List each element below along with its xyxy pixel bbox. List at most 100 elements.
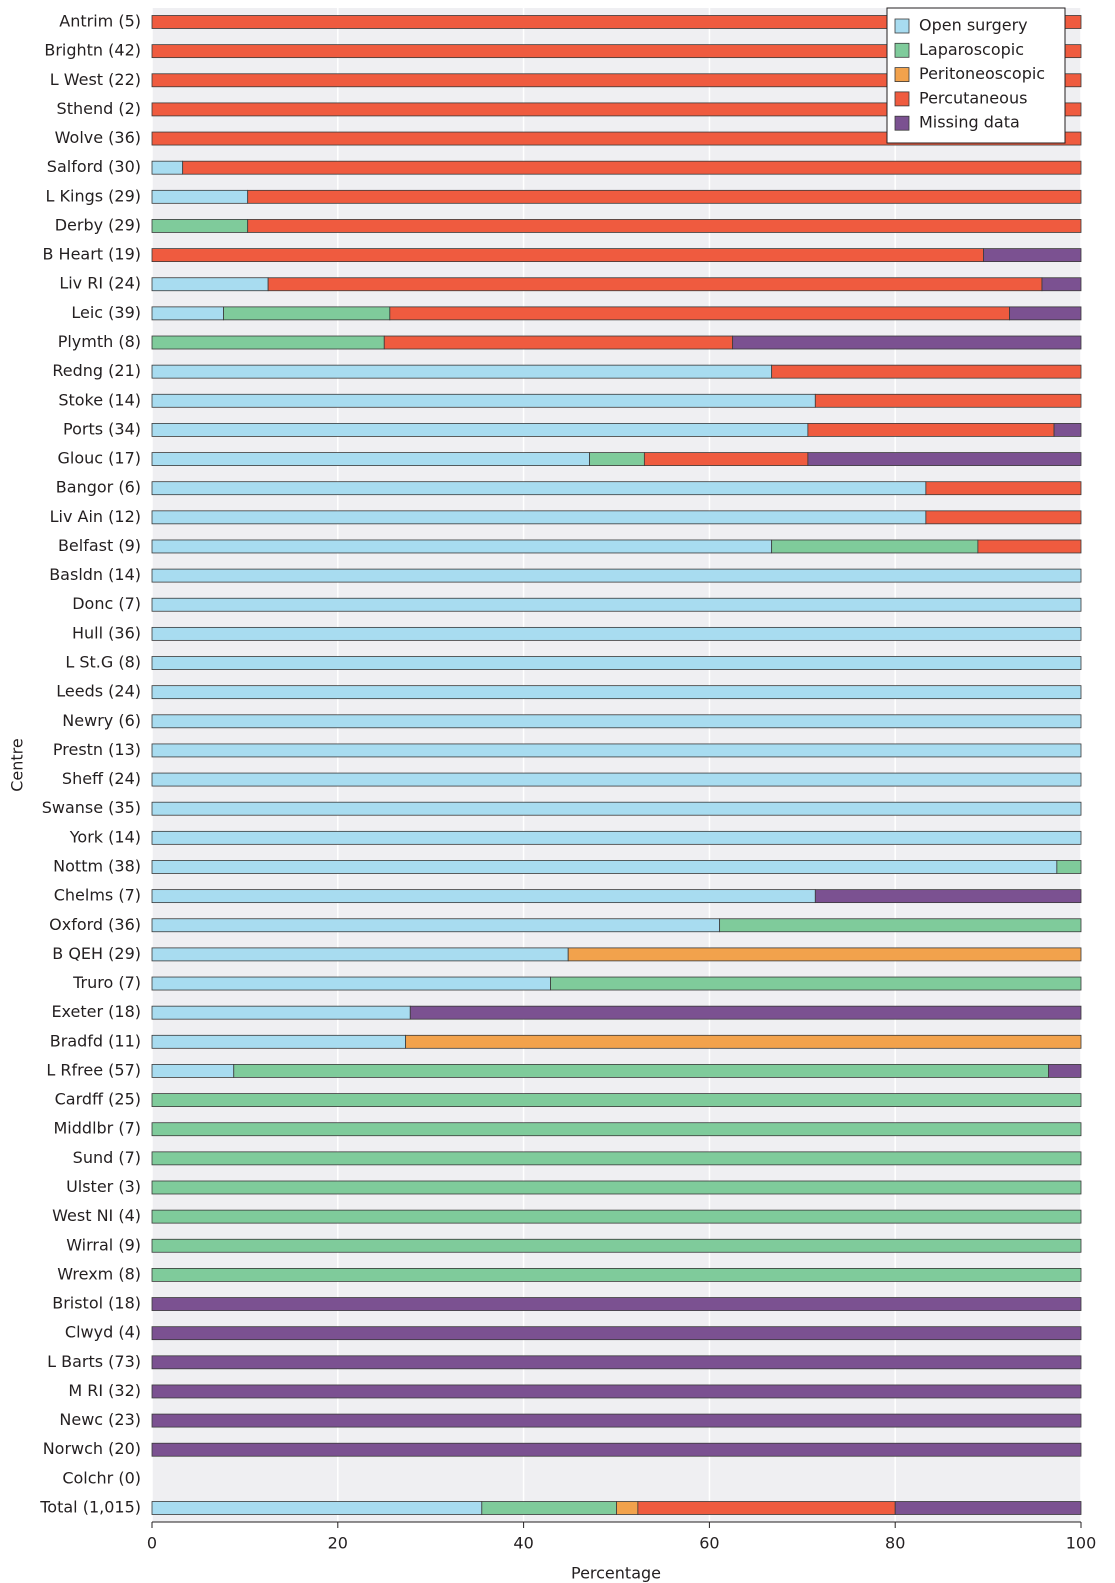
bar-segment bbox=[151, 1034, 407, 1049]
bar-segment bbox=[151, 160, 184, 175]
legend-label: Peritoneoscopic bbox=[919, 64, 1045, 83]
bar-segment bbox=[894, 1501, 1082, 1515]
bar-segment bbox=[616, 1501, 639, 1515]
y-tick-label: Sthend (2) bbox=[57, 99, 141, 118]
x-axis-label: Percentage bbox=[571, 1564, 661, 1583]
y-tick-label: Antrim (5) bbox=[59, 12, 141, 31]
legend-swatch bbox=[894, 115, 910, 131]
bar-segment bbox=[1041, 277, 1082, 292]
bar-segment bbox=[389, 306, 1010, 321]
bar-segment bbox=[1053, 423, 1082, 437]
bar-segment bbox=[719, 918, 1082, 933]
y-tick-label: Belfast (9) bbox=[58, 536, 141, 555]
bar-segment bbox=[151, 889, 816, 904]
y-tick-label: Newc (23) bbox=[59, 1410, 141, 1429]
y-tick-label: Stoke (14) bbox=[58, 390, 141, 409]
bar-segment bbox=[151, 801, 1082, 816]
legend-label: Open surgery bbox=[919, 16, 1028, 35]
bar-segment bbox=[223, 306, 391, 321]
y-tick-label: Wrexm (8) bbox=[57, 1264, 141, 1283]
y-tick-label: Nottm (38) bbox=[53, 856, 141, 875]
bar-segment bbox=[151, 947, 569, 962]
bar-segment bbox=[151, 976, 551, 991]
plot-background bbox=[152, 8, 1081, 1522]
bar-segment bbox=[151, 714, 1082, 729]
y-tick-label: Brightn (42) bbox=[44, 41, 141, 60]
bar-segment bbox=[807, 452, 1082, 466]
bar-segment bbox=[807, 423, 1055, 437]
bar-segment bbox=[151, 1326, 1082, 1341]
y-tick-label: Bangor (6) bbox=[56, 478, 141, 497]
y-tick-label: L Barts (73) bbox=[47, 1352, 141, 1371]
bar-segment bbox=[151, 73, 1082, 88]
bar-segment bbox=[151, 248, 984, 262]
bar-segment bbox=[814, 393, 1082, 408]
bar-segment bbox=[383, 335, 734, 350]
y-tick-label: Total (1,015) bbox=[39, 1498, 141, 1517]
bar-segment bbox=[589, 452, 645, 466]
y-tick-label: Plymth (8) bbox=[58, 332, 141, 351]
bar-segment bbox=[151, 102, 1082, 117]
bar-segment bbox=[151, 918, 721, 933]
bar-segment bbox=[151, 1238, 1082, 1253]
y-tick-label: West NI (4) bbox=[52, 1206, 141, 1225]
y-tick-label: Donc (7) bbox=[72, 594, 141, 613]
bar-segment bbox=[151, 44, 1082, 59]
y-tick-label: M RI (32) bbox=[68, 1381, 141, 1400]
bar-segment bbox=[267, 277, 1043, 292]
bar-segment bbox=[925, 510, 1082, 525]
y-tick-label: Wolve (36) bbox=[55, 128, 141, 147]
x-tick-label: 0 bbox=[147, 1534, 157, 1553]
y-tick-label: L St.G (8) bbox=[65, 653, 141, 672]
y-tick-label: Prestn (13) bbox=[53, 740, 141, 759]
bar-segment bbox=[151, 1268, 1082, 1282]
bar-segment bbox=[151, 656, 1082, 670]
bar-segment bbox=[925, 481, 1082, 496]
bar-segment bbox=[151, 423, 809, 437]
y-tick-label: Cardff (25) bbox=[55, 1090, 141, 1109]
x-tick-label: 100 bbox=[1066, 1534, 1097, 1553]
y-tick-label: Leeds (24) bbox=[56, 682, 141, 701]
y-tick-label: Newry (6) bbox=[62, 711, 141, 730]
y-tick-label: Colchr (0) bbox=[62, 1468, 141, 1487]
y-tick-label: Bradfd (11) bbox=[50, 1031, 141, 1050]
y-tick-label: Truro (7) bbox=[72, 973, 141, 992]
y-tick-label: Swanse (35) bbox=[42, 798, 141, 817]
bar-segment bbox=[151, 597, 1082, 612]
bar-segment bbox=[151, 830, 1082, 845]
y-tick-label: Sund (7) bbox=[73, 1148, 141, 1167]
bar-segment bbox=[151, 189, 249, 204]
bar-segment bbox=[983, 248, 1082, 262]
legend-swatch bbox=[894, 67, 910, 82]
bar-segment bbox=[814, 889, 1082, 904]
bar-segment bbox=[247, 219, 1082, 233]
y-tick-label: Norwch (20) bbox=[43, 1439, 141, 1458]
y-axis-label: Centre bbox=[8, 738, 27, 792]
bar-segment bbox=[151, 131, 1082, 146]
bar-segment bbox=[247, 189, 1082, 204]
bar-segment bbox=[1048, 1064, 1082, 1078]
bar-segment bbox=[151, 1209, 1082, 1224]
y-tick-label: Bristol (18) bbox=[52, 1294, 141, 1313]
bar-segment bbox=[151, 1005, 411, 1020]
bar-segment bbox=[151, 15, 1082, 29]
bar-segment bbox=[151, 1384, 1082, 1399]
bar-segment bbox=[151, 364, 773, 379]
y-tick-label: Liv RI (24) bbox=[59, 274, 141, 293]
bar-segment bbox=[151, 306, 224, 321]
y-tick-label: Leic (39) bbox=[71, 303, 141, 322]
legend-label: Laparoscopic bbox=[919, 40, 1024, 59]
y-tick-label: York (14) bbox=[69, 827, 141, 846]
y-tick-label: Ulster (3) bbox=[66, 1177, 141, 1196]
bar-segment bbox=[151, 1151, 1082, 1166]
y-tick-label: Middlbr (7) bbox=[54, 1119, 142, 1138]
y-tick-label: L Rfree (57) bbox=[46, 1060, 141, 1079]
bar-segment bbox=[405, 1034, 1082, 1049]
bar-segment bbox=[1056, 860, 1082, 874]
y-tick-label: Redng (21) bbox=[52, 361, 141, 380]
legend-swatch bbox=[894, 91, 910, 107]
bar-segment bbox=[151, 1501, 483, 1515]
x-tick-label: 20 bbox=[328, 1534, 348, 1553]
bar-segment bbox=[151, 860, 1058, 874]
legend-label: Percutaneous bbox=[919, 88, 1027, 107]
